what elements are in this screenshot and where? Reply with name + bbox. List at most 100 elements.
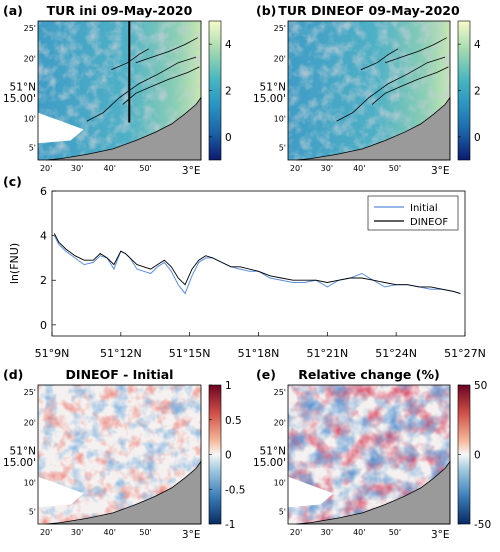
lat-tick-label: 51°N <box>260 82 286 94</box>
contour-line <box>86 56 197 122</box>
y-axis-label: ln(FNU) <box>8 243 21 284</box>
y-tick-label: 4 <box>40 230 47 243</box>
legend: Initial DINEOF <box>367 195 459 231</box>
x-tick-label: 51°12N <box>100 347 142 360</box>
lat-tick-label: 10' <box>274 114 286 123</box>
lon-tick-label: 40' <box>353 528 365 537</box>
lat-tick-label: 25' <box>274 388 286 397</box>
lat-tick-label: 20' <box>24 419 36 428</box>
lon-tick-label: 3°E <box>431 529 450 541</box>
no-data-area <box>38 476 84 508</box>
panel-title: TUR ini 09-May-2020 <box>47 3 193 18</box>
panel-title: TUR DINEOF 09-May-2020 <box>278 3 460 18</box>
panel-e-map: (e) Relative change (%) 25' 20' 51°N15.00' 10… <box>253 367 491 541</box>
lon-tick-label: 40' <box>353 164 365 173</box>
colorbar-tick-label: -50 <box>474 519 491 531</box>
lat-tick-label: 15.00' <box>3 93 36 105</box>
contour-line <box>122 66 200 105</box>
lon-tick-label: 20' <box>40 528 52 537</box>
legend-entry: Initial <box>410 203 438 214</box>
lon-tick-label: 40' <box>104 528 116 537</box>
contour-line <box>111 48 149 71</box>
land-area <box>296 96 451 161</box>
x-tick-label: 51°24N <box>375 347 417 360</box>
colorbar-tick-label: 0 <box>474 132 481 144</box>
panel-a-map: (a) TUR ini 09-May-202025'20'51°N15.00'10… <box>3 3 232 177</box>
y-tick-label: 0 <box>40 319 47 332</box>
lon-tick-label: 40' <box>104 164 116 173</box>
colorbar-tick-label: 50 <box>474 380 487 392</box>
land-area <box>46 460 202 525</box>
lon-tick-label: 3°E <box>182 165 201 177</box>
colorbar-tick-label: 0.5 <box>225 415 242 427</box>
panel-b-map: (b) TUR DINEOF 09-May-202025'20'51°N15.00… <box>253 3 481 177</box>
panel-title: Relative change (%) <box>298 367 439 382</box>
land-area <box>296 460 451 525</box>
lon-tick-label: 30' <box>321 164 333 173</box>
lon-tick-label: 30' <box>321 528 333 537</box>
map-frame <box>37 20 202 161</box>
lon-tick-label: 50' <box>389 164 401 173</box>
lat-tick-label: 51°N <box>260 446 286 458</box>
colorbar-tick-label: 4 <box>474 39 481 51</box>
lon-tick-label: 50' <box>389 528 401 537</box>
land-area <box>46 96 202 161</box>
no-data-area <box>288 476 334 508</box>
lat-tick-label: 5' <box>29 507 36 516</box>
lat-tick-label: 15.00' <box>253 93 286 105</box>
lon-tick-label: 3°E <box>431 165 450 177</box>
x-tick-label: 51°27N <box>444 347 486 360</box>
panel-label: (e) <box>256 367 276 382</box>
map-frame <box>37 384 202 525</box>
lat-tick-label: 5' <box>29 143 36 152</box>
map-frame <box>287 20 451 161</box>
panel-label: (a) <box>3 3 23 18</box>
lon-tick-label: 20' <box>290 164 302 173</box>
lon-tick-label: 50' <box>139 164 151 173</box>
lon-tick-label: 30' <box>71 164 83 173</box>
lat-tick-label: 51°N <box>10 446 36 458</box>
colorbar-tick-label: -1 <box>225 519 235 531</box>
map-frame <box>287 384 451 525</box>
x-tick-label: 51°18N <box>238 347 280 360</box>
lat-tick-label: 25' <box>24 388 36 397</box>
panel-label: (d) <box>3 367 23 382</box>
colorbar-tick-label: 2 <box>225 86 232 98</box>
no-data-area <box>38 112 84 144</box>
contour-line <box>336 56 446 122</box>
lat-tick-label: 20' <box>274 55 286 64</box>
lon-tick-label: 30' <box>71 528 83 537</box>
x-tick-label: 51°15N <box>169 347 211 360</box>
panel-title: DINEOF - Initial <box>66 367 174 382</box>
lat-tick-label: 20' <box>274 419 286 428</box>
colorbar-tick-label: 1 <box>225 380 232 392</box>
lon-tick-label: 20' <box>40 164 52 173</box>
series-line-dineof <box>53 233 461 295</box>
lon-tick-label: 3°E <box>182 529 201 541</box>
contour-line <box>371 66 449 105</box>
lat-tick-label: 10' <box>24 478 36 487</box>
colorbar-tick-label: 2 <box>474 86 481 98</box>
lat-tick-label: 15.00' <box>3 457 36 469</box>
lat-tick-label: 51°N <box>10 82 36 94</box>
lat-tick-label: 25' <box>24 24 36 33</box>
lat-tick-label: 25' <box>274 24 286 33</box>
lat-tick-label: 20' <box>24 55 36 64</box>
panel-label: (b) <box>256 3 276 18</box>
x-tick-label: 51°21N <box>306 347 348 360</box>
contour-line <box>135 37 198 64</box>
lat-tick-label: 10' <box>24 114 36 123</box>
colorbar-tick-label: 4 <box>225 39 232 51</box>
contour-line <box>360 48 399 71</box>
y-tick-label: 6 <box>40 185 47 198</box>
lat-tick-label: 5' <box>279 507 286 516</box>
x-tick-label: 51°9N <box>35 347 70 360</box>
lat-tick-label: 5' <box>279 143 286 152</box>
colorbar-tick-label: 0 <box>225 132 232 144</box>
lat-tick-label: 15.00' <box>253 457 286 469</box>
lon-tick-label: 50' <box>139 528 151 537</box>
panel-d-map: (d) DINEOF - Initial 25' 20' 51°N15.00' 10' 5'… <box>3 367 246 541</box>
panel-c-chart: (c) 0 2 4 6 51°9N 51°12N 51°15N 51°18N 51°21N 51°2… <box>3 174 486 360</box>
lon-tick-label: 20' <box>290 528 302 537</box>
